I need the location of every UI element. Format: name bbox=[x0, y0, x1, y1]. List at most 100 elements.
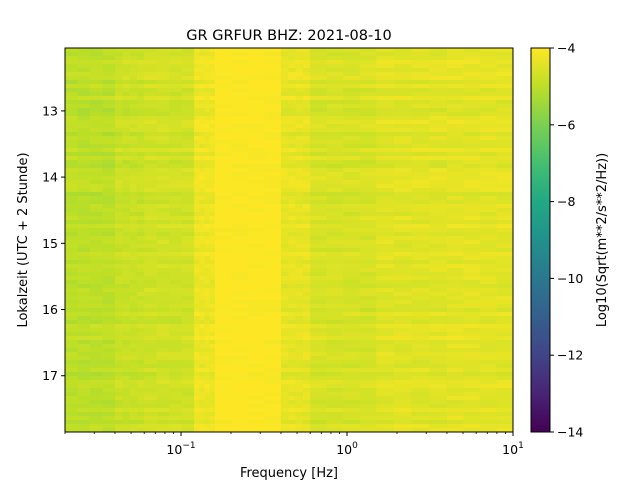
heatmap-cell bbox=[169, 136, 183, 141]
heatmap-cell bbox=[114, 328, 123, 333]
heatmap-cell bbox=[102, 84, 116, 89]
heatmap-cell bbox=[446, 152, 465, 157]
heatmap-cell bbox=[343, 236, 361, 241]
heatmap-cell bbox=[231, 308, 249, 313]
heatmap-cell bbox=[411, 412, 430, 417]
heatmap-cell bbox=[463, 396, 481, 401]
heatmap-cell bbox=[463, 408, 481, 413]
heatmap-cell bbox=[446, 72, 465, 77]
heatmap-cell bbox=[169, 72, 183, 77]
heatmap-cell bbox=[209, 316, 216, 321]
heatmap-cell bbox=[411, 112, 430, 117]
heatmap-cell bbox=[446, 316, 465, 321]
heatmap-cell bbox=[89, 388, 104, 393]
heatmap-cell bbox=[295, 172, 304, 177]
heatmap-cell bbox=[144, 156, 158, 161]
heatmap-cell bbox=[343, 424, 361, 429]
heatmap-cell bbox=[231, 348, 249, 353]
heatmap-cell bbox=[144, 196, 158, 201]
heatmap-cell bbox=[156, 248, 170, 253]
heatmap-cell bbox=[102, 152, 116, 157]
heatmap-cell bbox=[446, 284, 465, 289]
heatmap-cell bbox=[156, 72, 170, 77]
heatmap-cell bbox=[302, 148, 311, 153]
heatmap-cell bbox=[302, 208, 311, 213]
heatmap-cell bbox=[156, 160, 170, 165]
heatmap-cell bbox=[136, 84, 145, 89]
heatmap-cell bbox=[214, 316, 233, 321]
heatmap-cell bbox=[429, 240, 448, 245]
heatmap-cell bbox=[89, 52, 104, 57]
heatmap-cell bbox=[247, 164, 266, 169]
heatmap-cell bbox=[463, 344, 481, 349]
heatmap-cell bbox=[264, 336, 282, 341]
heatmap-cell bbox=[264, 332, 282, 337]
heatmap-cell bbox=[343, 216, 361, 221]
heatmap-cell bbox=[295, 312, 304, 317]
heatmap-cell bbox=[343, 188, 361, 193]
heatmap-cell bbox=[194, 112, 200, 117]
heatmap-cell bbox=[326, 124, 344, 129]
heatmap-cell bbox=[156, 212, 170, 217]
heatmap-cell bbox=[326, 400, 344, 405]
heatmap-cell bbox=[310, 368, 328, 373]
heatmap-cell bbox=[446, 88, 465, 93]
heatmap-cell bbox=[411, 120, 430, 125]
heatmap-cell bbox=[181, 312, 195, 317]
heatmap-cell bbox=[214, 160, 233, 165]
heatmap-cell bbox=[288, 396, 297, 401]
heatmap-cell bbox=[463, 368, 481, 373]
heatmap-cell bbox=[429, 204, 448, 209]
heatmap-cell bbox=[169, 404, 183, 409]
heatmap-cell bbox=[194, 324, 200, 329]
colorbar-tick-label: −14 bbox=[557, 425, 583, 440]
heatmap-cell bbox=[376, 176, 395, 181]
heatmap-cell bbox=[295, 344, 304, 349]
heatmap-cell bbox=[446, 252, 465, 257]
heatmap-cell bbox=[310, 108, 328, 113]
heatmap-cell bbox=[144, 140, 158, 145]
heatmap-cell bbox=[122, 152, 131, 157]
heatmap-cell bbox=[144, 124, 158, 129]
heatmap-cell bbox=[65, 300, 79, 305]
heatmap-cell bbox=[156, 352, 170, 357]
heatmap-cell bbox=[156, 164, 170, 169]
heatmap-cell bbox=[446, 96, 465, 101]
heatmap-cell bbox=[199, 252, 206, 257]
heatmap-cell bbox=[264, 64, 282, 69]
heatmap-cell bbox=[302, 284, 311, 289]
heatmap-cell bbox=[393, 132, 413, 137]
heatmap-cell bbox=[204, 160, 211, 165]
heatmap-cell bbox=[194, 172, 200, 177]
heatmap-cell bbox=[214, 156, 233, 161]
heatmap-cell bbox=[496, 132, 513, 137]
heatmap-cell bbox=[264, 316, 282, 321]
heatmap-cell bbox=[114, 256, 123, 261]
heatmap-cell bbox=[376, 56, 395, 61]
heatmap-cell bbox=[463, 296, 481, 301]
heatmap-cell bbox=[114, 96, 123, 101]
heatmap-cell bbox=[199, 164, 206, 169]
heatmap-cell bbox=[122, 96, 131, 101]
heatmap-cell bbox=[194, 368, 200, 373]
heatmap-cell bbox=[199, 100, 206, 105]
heatmap-cell bbox=[231, 420, 249, 425]
heatmap-cell bbox=[209, 428, 216, 432]
heatmap-cell bbox=[359, 236, 377, 241]
heatmap-cell bbox=[429, 60, 448, 65]
heatmap-cell bbox=[156, 148, 170, 153]
heatmap-cell bbox=[479, 208, 498, 213]
heatmap-cell bbox=[280, 64, 289, 69]
heatmap-cell bbox=[295, 256, 304, 261]
heatmap-cell bbox=[156, 412, 170, 417]
heatmap-cell bbox=[393, 316, 413, 321]
heatmap-cell bbox=[288, 60, 297, 65]
heatmap-cell bbox=[247, 116, 266, 121]
heatmap-cell bbox=[102, 204, 116, 209]
heatmap-cell bbox=[264, 200, 282, 205]
heatmap-cell bbox=[479, 64, 498, 69]
heatmap-cell bbox=[446, 408, 465, 413]
heatmap-cell bbox=[295, 304, 304, 309]
heatmap-cell bbox=[231, 212, 249, 217]
heatmap-cell bbox=[288, 224, 297, 229]
